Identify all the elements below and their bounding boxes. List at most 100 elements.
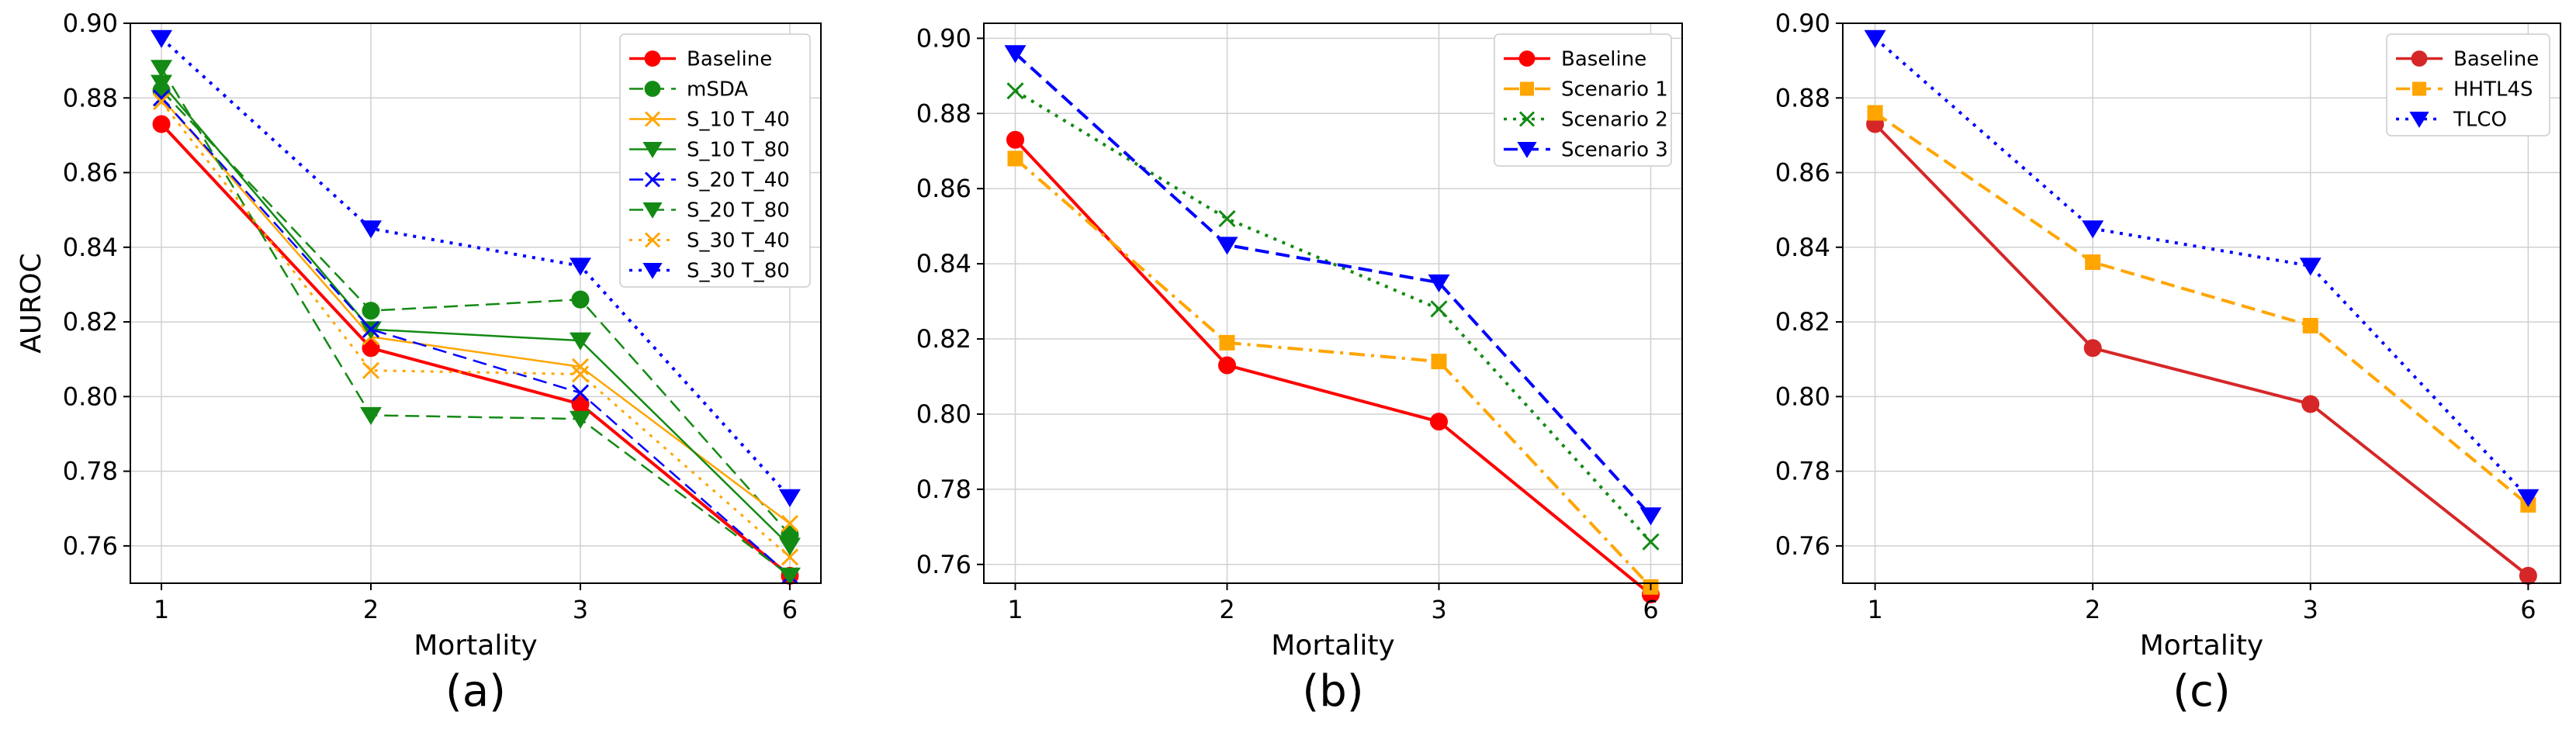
tick-labels: 1 2 3 6 0.76 0.78 0.80 0.82 0.84 0.86 0.88 0.90 xyxy=(916,23,1659,624)
series-2 xyxy=(1864,29,2540,507)
y-tick-label: 0.80 xyxy=(916,399,971,429)
y-tick-label: 0.90 xyxy=(63,9,118,38)
y-tick-label: 0.84 xyxy=(63,233,118,262)
legend: Baseline HHTL4S TLCO xyxy=(2386,33,2550,136)
legend-marker xyxy=(644,81,661,97)
y-tick-label: 0.82 xyxy=(63,307,118,337)
data-point xyxy=(151,29,173,48)
data-point xyxy=(1218,356,1236,375)
legend-item: Scenario 2 xyxy=(1504,109,1668,132)
legend-item: Baseline xyxy=(629,48,772,71)
series-layer xyxy=(1004,45,1662,604)
series-5 xyxy=(151,60,801,586)
plot-frame xyxy=(1842,22,2561,584)
series-0 xyxy=(1006,130,1660,604)
data-point xyxy=(2301,395,2320,413)
y-tick-label: 0.78 xyxy=(916,475,971,504)
data-point xyxy=(151,60,173,78)
data-point xyxy=(781,548,799,566)
series-line xyxy=(1874,111,2529,506)
x-tick-label: 6 xyxy=(1643,595,1658,624)
legend-box xyxy=(1494,33,1672,167)
legend-label: S_10 T_40 xyxy=(687,109,790,132)
legend: Baseline mSDA S_10 T_40 S_10 T_80 S_20 T_40 S… xyxy=(619,33,811,288)
chart-panel-b: 1 2 3 6 0.76 0.78 0.80 0.82 0.84 0.86 0.88 0.90 Mor… xyxy=(916,22,1683,717)
x-axis-label: Mortality xyxy=(2140,630,2264,662)
y-tick-label: 0.78 xyxy=(63,457,118,486)
data-point xyxy=(1639,507,1662,526)
x-tick-label: 2 xyxy=(363,595,379,624)
x-tick-label: 2 xyxy=(2085,595,2100,624)
series-line xyxy=(1014,89,1652,544)
plot-frame xyxy=(130,22,822,584)
legend-label: HHTL4S xyxy=(2453,78,2533,102)
data-point xyxy=(360,406,383,425)
legend-marker xyxy=(644,50,661,67)
x-tick-label: 3 xyxy=(2303,595,2318,624)
data-point xyxy=(1867,105,1883,121)
legend-marker xyxy=(1518,111,1536,127)
data-point xyxy=(1430,413,1448,431)
y-tick-label: 0.76 xyxy=(916,550,971,579)
legend-item: S_20 T_80 xyxy=(629,199,790,223)
series-1 xyxy=(1867,105,2536,513)
series-line xyxy=(1874,123,2529,577)
tick-labels: 1 2 3 6 0.76 0.78 0.80 0.82 0.84 0.86 0.88 0.90 xyxy=(1775,9,2536,624)
series-line xyxy=(160,36,791,499)
y-tick-label: 0.88 xyxy=(63,83,118,112)
x-axis-label: Mortality xyxy=(1271,630,1395,662)
y-tick-label: 0.84 xyxy=(916,249,971,278)
legend-item: S_30 T_40 xyxy=(629,230,790,253)
data-point xyxy=(2519,566,2537,585)
data-point xyxy=(778,567,801,586)
y-tick-label: 0.86 xyxy=(1775,158,1830,188)
series-6 xyxy=(152,93,799,566)
tick-labels: 1 2 3 6 0.76 0.78 0.80 0.82 0.84 0.86 0.88 0.90 xyxy=(63,9,798,624)
data-point xyxy=(1004,45,1027,64)
data-point xyxy=(362,339,380,358)
legend-marker xyxy=(644,232,661,248)
legend-marker xyxy=(642,202,663,219)
y-tick-label: 0.80 xyxy=(63,382,118,411)
y-tick-label: 0.88 xyxy=(916,98,971,128)
data-point xyxy=(360,220,383,239)
x-axis-label: Mortality xyxy=(414,630,538,662)
data-point xyxy=(2085,254,2101,271)
legend-item: Scenario 1 xyxy=(1504,78,1668,102)
legend-label: Baseline xyxy=(1561,48,1646,71)
y-tick-label: 0.90 xyxy=(916,23,971,53)
panel-label: (b) xyxy=(1302,666,1363,717)
legend-item: TLCO xyxy=(2396,109,2507,132)
data-point xyxy=(2517,489,2540,507)
data-point xyxy=(571,384,590,402)
data-point xyxy=(571,358,590,375)
y-tick-label: 0.90 xyxy=(1775,9,1830,38)
x-tick-label: 2 xyxy=(1219,595,1234,624)
x-tick-label: 1 xyxy=(1867,595,1882,624)
data-point xyxy=(152,115,171,133)
legend-marker xyxy=(642,142,663,158)
data-point xyxy=(781,514,799,533)
legend-marker xyxy=(642,263,663,279)
series-line xyxy=(161,89,791,536)
y-tick-label: 0.82 xyxy=(1775,307,1830,337)
data-point xyxy=(362,320,380,338)
data-point xyxy=(1218,209,1236,228)
data-point xyxy=(569,332,591,351)
series-line xyxy=(1014,138,1652,596)
data-point xyxy=(571,365,590,383)
y-axis-label: AUROC xyxy=(16,253,47,353)
data-point xyxy=(2302,317,2318,333)
series-line xyxy=(161,97,791,577)
data-point xyxy=(151,74,173,93)
series-line xyxy=(161,82,791,547)
legend-marker xyxy=(1520,81,1534,96)
data-point xyxy=(362,361,380,379)
data-point xyxy=(1006,130,1024,149)
series-line xyxy=(160,101,791,558)
legend-box xyxy=(619,33,811,288)
legend-item: S_20 T_40 xyxy=(629,169,790,192)
y-tick-label: 0.86 xyxy=(916,174,971,203)
plot-frame xyxy=(983,22,1683,584)
data-point xyxy=(2082,220,2104,239)
